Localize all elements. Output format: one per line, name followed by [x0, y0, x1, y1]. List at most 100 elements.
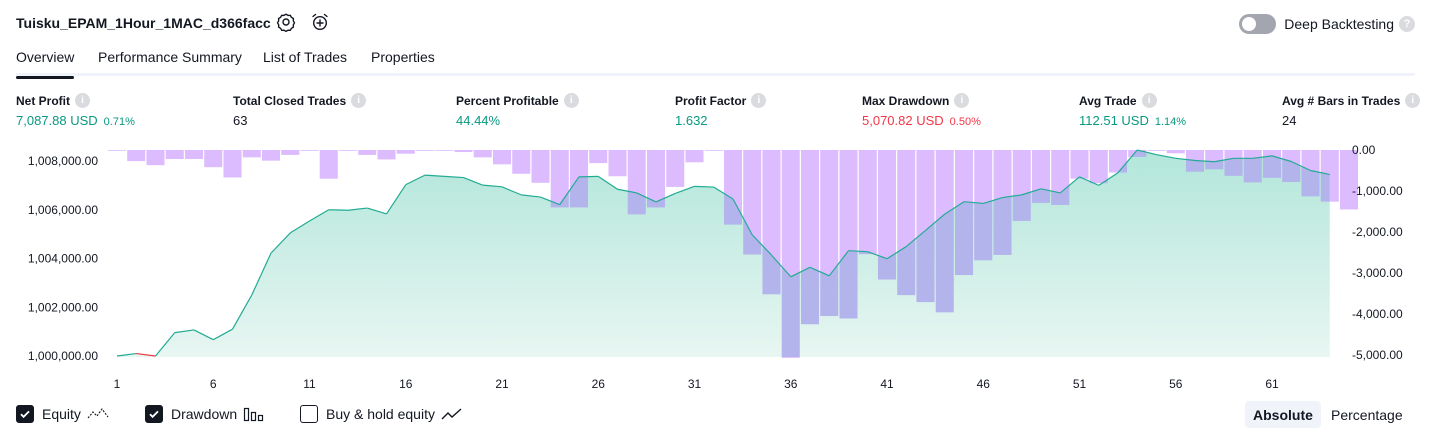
info-icon[interactable]: i [1141, 93, 1157, 108]
info-icon[interactable]: i [954, 93, 970, 108]
drawdown-bar [531, 150, 550, 183]
x-axis-tick: 56 [1169, 377, 1183, 391]
left-axis-tick: 1,002,000.00 [28, 300, 98, 314]
tab-properties[interactable]: Properties [371, 49, 435, 65]
drawdown-bar [608, 150, 627, 177]
x-axis-tick: 31 [688, 377, 702, 391]
equity-line-segment [1098, 172, 1119, 186]
equity-line-segment [790, 266, 811, 278]
equity-line-segment [405, 174, 426, 186]
equity-line-segment [636, 192, 657, 203]
equity-line-segment [1310, 169, 1330, 175]
x-axis-tick: 1 [114, 377, 121, 391]
equity-drawdown-chart[interactable]: 1,000,000.00 1,002,000.00 1,004,000.00 1,00… [0, 140, 1431, 400]
right-axis-tick: -5,000.00 [1352, 348, 1403, 362]
legend-buy-hold-equity[interactable]: Buy & hold equity [300, 403, 463, 425]
equity-line-segment [713, 186, 734, 200]
legend-drawdown[interactable]: Drawdown [145, 403, 265, 425]
info-icon[interactable]: i [751, 93, 767, 108]
equity-line-segment [367, 207, 387, 215]
metric-value: 5,070.82 USD [862, 113, 944, 128]
drawdown-bar [184, 150, 204, 160]
drawdown-bar [415, 150, 435, 151]
drawdown-bar [704, 150, 723, 151]
equity-line-segment [1252, 155, 1273, 159]
tab-list-of-trades[interactable]: List of Trades [263, 49, 348, 65]
metric-value: 1.632 [675, 113, 708, 128]
equity-line-segment [905, 230, 926, 248]
absolute-view-button[interactable]: Absolute [1245, 401, 1321, 428]
x-axis-tick: 11 [303, 377, 316, 391]
equity-line-segment [1021, 188, 1042, 196]
buyhold-checkbox[interactable] [300, 405, 318, 423]
right-axis-tick: 0.00 [1352, 143, 1376, 157]
left-axis-tick: 1,004,000.00 [28, 252, 98, 266]
legend-equity-label: Equity [42, 406, 81, 422]
equity-line-segment [828, 250, 849, 277]
equity-line-segment [155, 332, 176, 357]
metric-value: 112.51 USD [1079, 113, 1149, 128]
x-axis: 1 6 11 16 21 26 31 36 41 46 51 56 61 [114, 377, 1279, 391]
equity-line-segment [655, 192, 676, 203]
deep-backtesting-toggle[interactable] [1239, 14, 1277, 34]
drawdown-bar [338, 150, 358, 151]
tab-performance-summary[interactable]: Performance Summary [98, 49, 242, 65]
drawdown-bar [685, 150, 704, 163]
x-axis-tick: 26 [592, 377, 606, 391]
add-alert-icon[interactable] [310, 12, 330, 32]
equity-line-segment [1175, 157, 1196, 162]
left-axis-tick: 1,006,000.00 [28, 203, 98, 217]
drawdown-bar [1166, 150, 1185, 154]
x-axis-tick: 46 [977, 377, 991, 391]
metric-value: 24 [1282, 113, 1297, 128]
legend-equity[interactable]: Equity [16, 403, 109, 425]
left-axis-tick: 1,000,000.00 [28, 349, 98, 363]
equity-line-segment [289, 220, 310, 234]
equity-line-segment [1059, 176, 1080, 194]
x-axis-tick: 61 [1265, 377, 1279, 391]
equity-line-segment [809, 266, 830, 277]
drawdown-bar [492, 150, 512, 165]
drawdown-bar [396, 150, 415, 154]
metric-max-drawdown: Max Drawdown i 5,070.82 USD 0.50% [862, 93, 981, 128]
drawdown-checkbox[interactable] [145, 405, 163, 423]
drawdown-bar [319, 150, 338, 179]
metric-label: Profit Factor [675, 93, 747, 108]
equity-line-segment [925, 213, 946, 231]
x-axis-tick: 51 [1073, 377, 1087, 391]
legend-drawdown-label: Drawdown [171, 406, 238, 422]
tab-overview[interactable]: Overview [16, 49, 75, 79]
equity-line-segment [136, 352, 156, 357]
equity-line-segment [1194, 159, 1215, 163]
settings-icon[interactable] [276, 12, 296, 33]
metric-percent: 0.71% [103, 116, 135, 128]
metric-percent: 1.14% [1154, 116, 1187, 128]
x-axis-tick: 21 [495, 377, 509, 391]
metric-percent-profitable: Percent Profitable i 44.44% [456, 93, 579, 128]
equity-line-segment [251, 252, 272, 296]
left-axis: 1,000,000.00 1,002,000.00 1,004,000.00 1,00… [28, 154, 98, 363]
metric-total-closed-trades: Total Closed Trades i 63 [233, 93, 367, 128]
equity-line-segment [463, 177, 483, 186]
x-axis-tick: 36 [784, 377, 798, 391]
equity-line-segment [444, 175, 464, 179]
equity-line-segment [597, 175, 618, 190]
equity-line-segment [732, 198, 753, 236]
info-icon[interactable]: i [1405, 93, 1421, 108]
metric-avg-bars-in-trades: Avg # Bars in Trades i 24 [1282, 93, 1421, 128]
info-icon[interactable]: i [563, 93, 579, 108]
equity-line-segment [559, 176, 580, 205]
drawdown-bar [1070, 150, 1089, 179]
right-axis-tick: -2,000.00 [1352, 225, 1403, 239]
equity-checkbox[interactable] [16, 405, 34, 423]
drawdown-bar [454, 150, 473, 153]
metric-percent: 0.50% [949, 116, 981, 128]
percentage-view-button[interactable]: Percentage [1331, 406, 1403, 423]
left-axis-tick: 1,008,000.00 [28, 154, 98, 168]
equity-line-segment [1214, 157, 1234, 163]
equity-line-segment [231, 294, 253, 330]
help-icon[interactable]: ? [1399, 16, 1415, 32]
info-icon[interactable]: i [351, 93, 367, 108]
info-icon[interactable]: i [75, 93, 90, 108]
equity-area [117, 150, 1330, 357]
